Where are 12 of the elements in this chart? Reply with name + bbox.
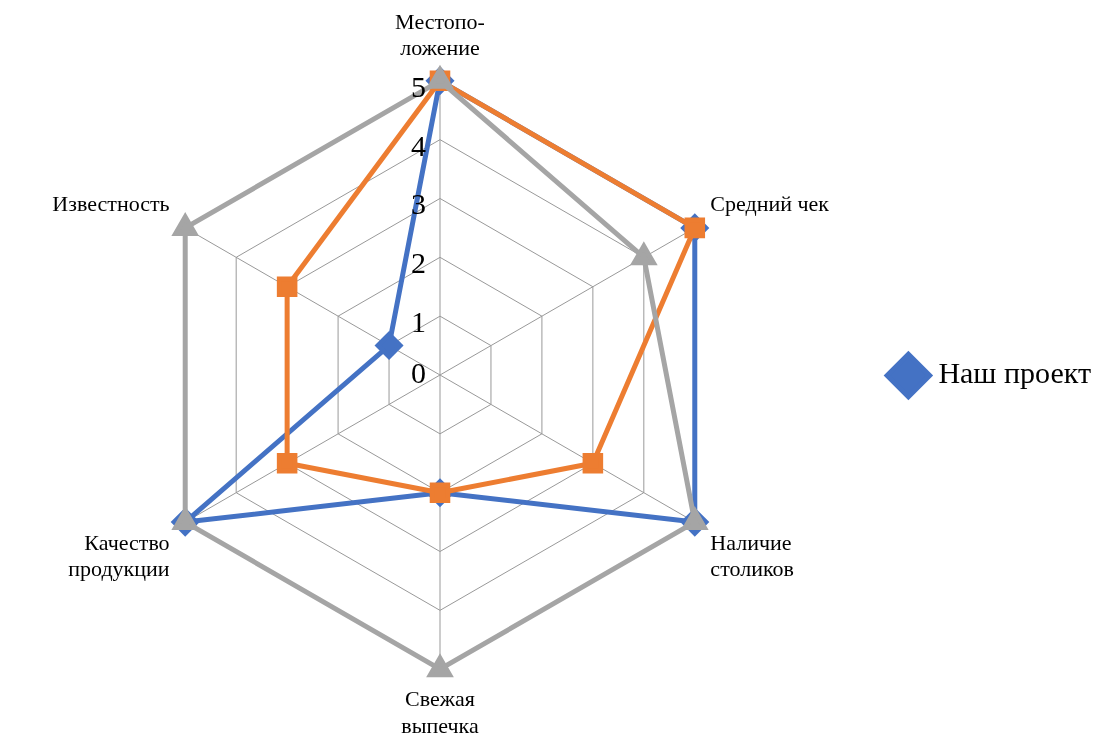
spoke-label: Качество продукции [68, 530, 170, 582]
spoke-label: Известность [52, 191, 170, 217]
y-tick-label: 4 [411, 128, 426, 162]
spoke-label: Свежая выпечка [401, 686, 479, 738]
y-tick-label: 0 [411, 355, 426, 389]
legend-label: Наш проект [938, 356, 1091, 390]
y-tick-label: 1 [411, 305, 426, 339]
spoke-label: Местопо- ложение [395, 8, 485, 61]
y-tick-label: 5 [411, 69, 426, 103]
spoke-label: Наличие столиков [710, 530, 794, 582]
y-tick-label: 2 [411, 246, 426, 280]
spoke-label: Средний чек [710, 191, 830, 217]
